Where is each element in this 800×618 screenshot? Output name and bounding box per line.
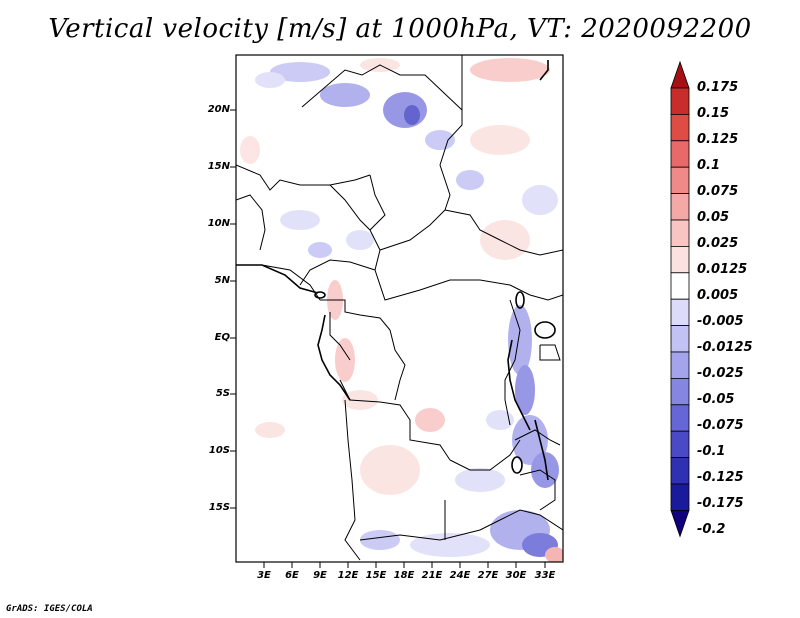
lon-label: 15E bbox=[365, 570, 387, 581]
lon-label: 27E bbox=[477, 570, 499, 581]
colorbar-label: 0.005 bbox=[697, 288, 739, 303]
lat-label: 15S bbox=[208, 502, 230, 513]
colorbar-swatch bbox=[670, 404, 690, 432]
colorbar-swatch bbox=[670, 351, 690, 379]
colorbar-swatch bbox=[670, 140, 690, 168]
colorbar-swatch bbox=[670, 87, 690, 115]
colorbar-label: -0.025 bbox=[697, 366, 744, 381]
lon-label: 12E bbox=[337, 570, 359, 581]
colorbar-swatch bbox=[670, 298, 690, 327]
lon-label: 3E bbox=[257, 570, 271, 581]
colorbar-label: 0.075 bbox=[697, 184, 739, 199]
colorbar-label: 0.025 bbox=[697, 236, 739, 251]
colorbar-swatch bbox=[670, 430, 690, 459]
lat-label: 5N bbox=[214, 275, 230, 286]
colorbar-swatch bbox=[670, 377, 690, 406]
map-title: Vertical velocity [m/s] at 1000hPa, VT: … bbox=[48, 14, 752, 44]
colorbar-swatch bbox=[670, 272, 690, 300]
lon-label: 24E bbox=[449, 570, 471, 581]
map-frame bbox=[235, 54, 564, 563]
axis-ticks bbox=[230, 109, 546, 568]
grads-credit: GrADS: IGES/COLA bbox=[6, 604, 93, 614]
colorbar-label: -0.175 bbox=[697, 496, 744, 511]
lon-label: 33E bbox=[534, 570, 556, 581]
colorbar-swatch bbox=[670, 483, 690, 511]
colorbar-swatch bbox=[670, 219, 690, 247]
lon-label: 30E bbox=[505, 570, 527, 581]
colorbar-label: 0.125 bbox=[697, 132, 739, 147]
lon-label: 9E bbox=[313, 570, 327, 581]
colorbar-swatch bbox=[670, 114, 690, 142]
colorbar-label: -0.1 bbox=[697, 444, 726, 459]
colorbar-arrow-top bbox=[670, 60, 690, 89]
colorbar-label: 0.0125 bbox=[697, 262, 748, 277]
colorbar bbox=[670, 60, 690, 538]
colorbar-label: -0.05 bbox=[697, 392, 735, 407]
colorbar-label: -0.075 bbox=[697, 418, 744, 433]
colorbar-label: 0.05 bbox=[697, 210, 730, 225]
lat-label: 10S bbox=[208, 445, 230, 456]
colorbar-swatch bbox=[670, 193, 690, 221]
colorbar-label: 0.175 bbox=[697, 80, 739, 95]
lat-label: 5S bbox=[215, 388, 230, 399]
lon-label: 18E bbox=[393, 570, 415, 581]
lat-label: EQ bbox=[214, 332, 230, 343]
colorbar-arrow-bottom bbox=[670, 509, 690, 538]
colorbar-swatch bbox=[670, 245, 690, 274]
lat-label: 10N bbox=[207, 218, 230, 229]
colorbar-label: -0.0125 bbox=[697, 340, 753, 355]
colorbar-label: -0.005 bbox=[697, 314, 744, 329]
colorbar-label: 0.1 bbox=[697, 158, 721, 173]
colorbar-swatch bbox=[670, 166, 690, 194]
coastlines bbox=[236, 60, 556, 481]
colorbar-label: -0.2 bbox=[697, 522, 726, 537]
colorbar-label: 0.15 bbox=[697, 106, 730, 121]
velocity-field bbox=[240, 58, 563, 562]
colorbar-swatch bbox=[670, 457, 690, 485]
country-borders bbox=[236, 55, 563, 561]
lat-label: 15N bbox=[207, 161, 230, 172]
lon-label: 6E bbox=[285, 570, 299, 581]
colorbar-label: -0.125 bbox=[697, 470, 744, 485]
colorbar-swatch bbox=[670, 325, 690, 353]
lon-label: 21E bbox=[421, 570, 443, 581]
lat-label: 20N bbox=[207, 104, 230, 115]
